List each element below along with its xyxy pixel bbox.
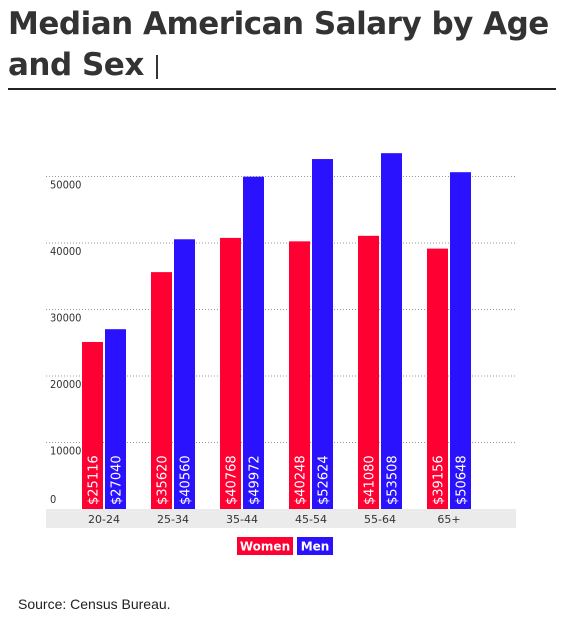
legend-swatch-women: [237, 537, 293, 555]
data-label: $49972: [248, 455, 263, 505]
y-tick-label: 20000: [50, 378, 81, 391]
x-tick-label: 25-34: [157, 513, 189, 526]
data-label: $40768: [225, 455, 240, 505]
data-label: $25116: [87, 455, 102, 505]
bar-men-20-24: [105, 329, 126, 509]
bar-women-35-44: [220, 237, 241, 509]
x-tick-label: 20-24: [88, 513, 120, 526]
data-label: $27040: [110, 455, 125, 505]
bar-men-65+: [450, 172, 471, 509]
data-label: $40248: [294, 455, 309, 505]
legend-label: Women: [240, 540, 290, 554]
bar-women-20-24: [82, 341, 103, 509]
x-tick-label: 55-64: [364, 513, 396, 526]
chart-title: Median American Salary by Age and Sex: [8, 4, 556, 86]
bar-women-25-34: [151, 272, 172, 509]
bar-chart: 0 10000 20000 30000 40000 50000 $25116 $27040 20…: [46, 153, 516, 555]
bar-women-55-64: [358, 235, 379, 509]
legend-label: Men: [301, 540, 330, 554]
data-label: $39156: [432, 455, 447, 505]
y-tick-label: 30000: [50, 312, 81, 325]
data-label: $41080: [363, 455, 378, 505]
legend-swatch-men: [297, 537, 333, 555]
bar-men-35-44: [243, 176, 264, 509]
data-label: $50648: [455, 455, 470, 505]
data-label: $52624: [317, 455, 332, 505]
data-label: $35620: [156, 455, 171, 505]
y-tick-label: 0: [50, 493, 56, 506]
bar-women-65+: [427, 248, 448, 509]
x-axis-band: [46, 509, 516, 528]
bar-men-45-54: [312, 159, 333, 509]
y-tick-label: 40000: [50, 245, 81, 258]
y-tick-label: 10000: [50, 445, 81, 458]
x-tick-label: 45-54: [295, 513, 327, 526]
title-divider: [8, 88, 556, 90]
bar-men-55-64: [381, 153, 402, 509]
bar-men-25-34: [174, 239, 195, 509]
x-tick-label: 65+: [437, 513, 460, 526]
y-tick-label: 50000: [50, 179, 81, 192]
source-note: Source: Census Bureau.: [18, 596, 171, 612]
data-label: $53508: [386, 455, 401, 505]
x-tick-label: 35-44: [226, 513, 258, 526]
chart-title-text: Median American Salary by Age and Sex: [8, 6, 549, 83]
text-cursor-icon: [155, 54, 158, 79]
data-label: $40560: [179, 455, 194, 505]
bar-women-45-54: [289, 241, 310, 509]
